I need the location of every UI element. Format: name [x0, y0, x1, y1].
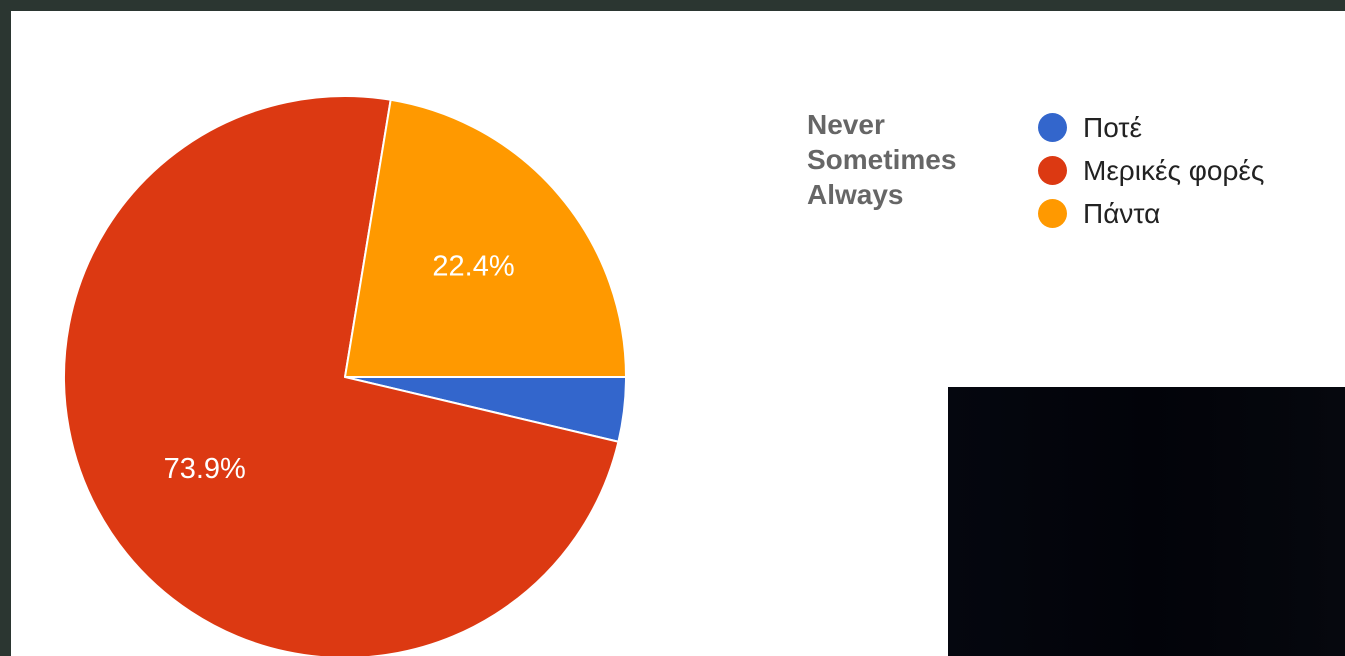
legend-dot-icon — [1038, 113, 1067, 142]
video-thumbnail[interactable] — [948, 387, 1345, 656]
translation-sometimes: Sometimes — [807, 144, 957, 175]
legend-label: Πάντα — [1083, 197, 1161, 229]
pie-slice-label: 73.9% — [164, 453, 246, 485]
pie-slice[interactable] — [344, 98, 627, 378]
legend-label: Ποτέ — [1083, 111, 1142, 143]
chart-frame: 73.9% 22.4% Never Sometimes Always Ποτέ Μ… — [11, 11, 1345, 656]
legend-item-always: Πάντα — [1038, 192, 1264, 235]
pie-chart: 73.9% 22.4% — [63, 95, 627, 656]
legend-item-sometimes: Μερικές φορές — [1038, 149, 1264, 192]
translation-never: Never — [807, 109, 885, 140]
chart-legend: Ποτέ Μερικές φορές Πάντα — [1038, 106, 1264, 235]
pie-slice-label: 22.4% — [432, 251, 514, 283]
legend-dot-icon — [1038, 199, 1067, 228]
legend-item-never: Ποτέ — [1038, 106, 1264, 149]
translation-always: Always — [807, 179, 904, 210]
pie-slices — [63, 95, 627, 656]
english-translations: Never Sometimes Always — [807, 107, 1027, 212]
legend-label: Μερικές φορές — [1083, 154, 1265, 186]
legend-dot-icon — [1038, 156, 1067, 185]
pie-slice-labels: 73.9% 22.4% — [164, 251, 515, 486]
pie-slice[interactable] — [63, 95, 620, 656]
